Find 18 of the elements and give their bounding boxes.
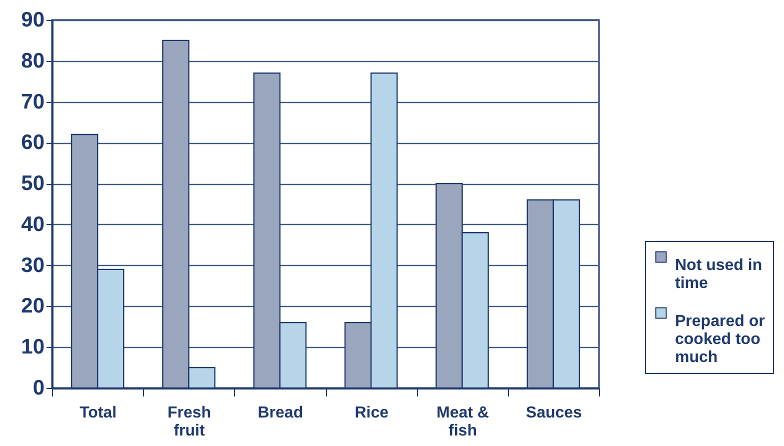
y-tick-label: 0 — [32, 376, 44, 400]
y-tick-label: 90 — [21, 8, 44, 32]
y-tick-label: 80 — [21, 49, 44, 72]
y-tick-label: 30 — [21, 254, 44, 277]
y-tick-label: 10 — [21, 336, 44, 359]
legend-label: Not used in time — [675, 257, 762, 292]
x-tick-label: Sauces — [526, 404, 582, 422]
x-tick-label: Fresh fruit — [167, 404, 212, 440]
y-tick-label: 70 — [21, 90, 44, 114]
x-tick-label: Rice — [354, 404, 389, 422]
x-tick-label: Total — [80, 404, 117, 422]
y-tick-label: 40 — [21, 212, 44, 236]
y-tick-label: 50 — [21, 172, 44, 196]
x-tick-label: Meat & fish — [436, 404, 490, 440]
legend-label: Prepared or cooked too much — [675, 313, 765, 366]
y-tick-label: 60 — [21, 131, 44, 154]
y-tick-label: 20 — [21, 294, 44, 318]
x-tick-label: Bread — [258, 404, 304, 422]
